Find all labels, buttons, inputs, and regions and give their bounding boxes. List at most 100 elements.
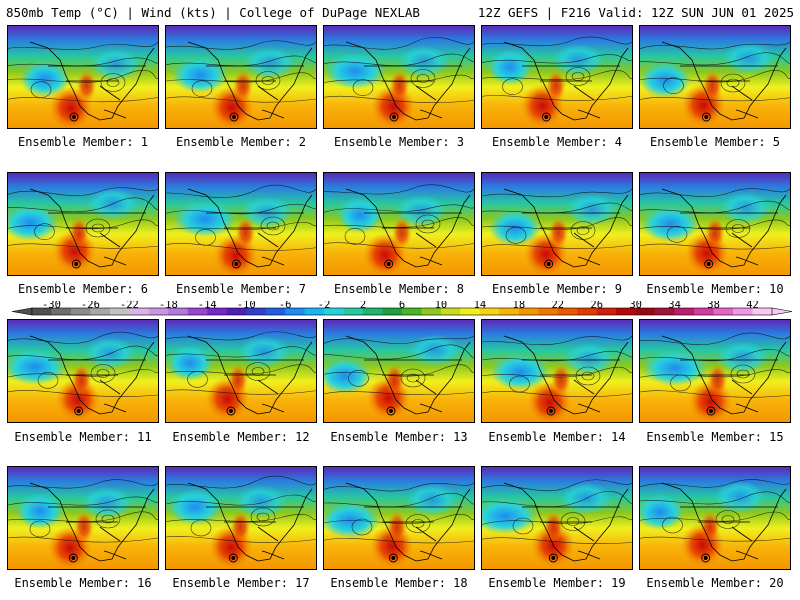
colorbar-swatch <box>187 308 208 315</box>
colorbar-swatch <box>129 308 150 315</box>
colorbar-swatch <box>518 308 539 315</box>
ensemble-member-label: Ensemble Member: 15 <box>646 430 784 444</box>
ensemble-member-label: Ensemble Member: 7 <box>175 282 307 296</box>
colorbar-swatch <box>265 308 286 315</box>
colorbar-swatch <box>479 308 500 315</box>
colorbar-low-arrow <box>11 307 33 316</box>
colorbar-tick-label: -14 <box>198 301 217 311</box>
temperature-wind-map <box>640 320 790 422</box>
colorbar-tick-label: -22 <box>120 301 139 311</box>
colorbar-swatch <box>207 308 228 315</box>
ensemble-map-panel <box>165 319 317 423</box>
ensemble-member-label: Ensemble Member: 20 <box>646 576 784 590</box>
colorbar-tick-label: 30 <box>629 301 642 311</box>
colorbar-tick-label: 38 <box>707 301 720 311</box>
ensemble-map-panel <box>481 25 633 129</box>
ensemble-map-panel <box>481 319 633 423</box>
ensemble-member-label: Ensemble Member: 3 <box>333 135 465 149</box>
colorbar-tick-label: -18 <box>159 301 178 311</box>
ensemble-map-panel <box>639 25 791 129</box>
ensemble-map-panel <box>7 172 159 276</box>
header-right-title: 12Z GEFS | F216 Valid: 12Z SUN JUN 01 20… <box>477 5 794 20</box>
colorbar-swatch <box>538 308 559 315</box>
ensemble-member-label: Ensemble Member: 17 <box>172 576 310 590</box>
colorbar-swatch <box>324 308 344 315</box>
colorbar-swatch <box>635 308 656 315</box>
temperature-wind-map <box>324 320 474 422</box>
temperature-wind-map <box>324 467 474 569</box>
ensemble-map-panel <box>165 466 317 570</box>
temperature-wind-map <box>166 467 316 569</box>
colorbar-high-arrow <box>771 307 793 316</box>
ensemble-map-panel <box>7 466 159 570</box>
colorbar-swatch <box>304 308 325 315</box>
temperature-colorbar: -30 -26 -22 -18 -14 -10 -6 -2 2 6 10 14 18 22 26 30 34 38… <box>11 301 793 316</box>
ensemble-map-panel <box>323 466 475 570</box>
ensemble-map-panel <box>639 319 791 423</box>
ensemble-member-label: Ensemble Member: 19 <box>488 576 626 590</box>
colorbar-swatch <box>168 308 189 315</box>
ensemble-map-panel <box>639 466 791 570</box>
colorbar-swatch <box>596 308 617 315</box>
colorbar-tick-label: -30 <box>42 301 61 311</box>
ensemble-map-panel <box>7 25 159 129</box>
temperature-wind-map <box>166 26 316 128</box>
colorbar-tick-label: -26 <box>81 301 100 311</box>
temperature-wind-map <box>166 320 316 422</box>
ensemble-member-label: Ensemble Member: 8 <box>333 282 465 296</box>
colorbar-tick-label: 6 <box>399 301 405 311</box>
ensemble-map-panel <box>323 319 475 423</box>
colorbar-tick-label: 2 <box>360 301 366 311</box>
ensemble-member-label: Ensemble Member: 6 <box>17 282 149 296</box>
colorbar-swatch <box>285 308 305 315</box>
ensemble-member-label: Ensemble Member: 9 <box>491 282 623 296</box>
colorbar-tick-label: -2 <box>318 301 331 311</box>
ensemble-member-label: Ensemble Member: 10 <box>646 282 784 296</box>
ensemble-member-label: Ensemble Member: 11 <box>14 430 152 444</box>
colorbar-swatch <box>616 308 636 315</box>
temperature-wind-map <box>482 467 632 569</box>
ensemble-member-label: Ensemble Member: 18 <box>330 576 468 590</box>
temperature-wind-map <box>8 173 158 275</box>
colorbar-swatch <box>557 308 578 315</box>
colorbar-tick-label: -10 <box>237 301 256 311</box>
ensemble-member-label: Ensemble Member: 14 <box>488 430 626 444</box>
colorbar-tick-label: 22 <box>551 301 564 311</box>
ensemble-map-panel <box>323 172 475 276</box>
ensemble-map-panel <box>165 25 317 129</box>
temperature-wind-map <box>482 320 632 422</box>
temperature-wind-map <box>482 173 632 275</box>
colorbar-swatch <box>577 308 598 315</box>
colorbar-tick-label: 42 <box>746 301 759 311</box>
colorbar-swatch <box>713 308 734 315</box>
ensemble-map-panel <box>481 172 633 276</box>
ensemble-member-label: Ensemble Member: 13 <box>330 430 468 444</box>
header-left-title: 850mb Temp (°C) | Wind (kts) | College o… <box>6 5 420 20</box>
colorbar-swatch <box>246 308 266 315</box>
colorbar-swatch <box>148 308 169 315</box>
temperature-wind-map <box>8 467 158 569</box>
colorbar-swatch <box>363 308 383 315</box>
ensemble-map-panel <box>639 172 791 276</box>
colorbar-swatch <box>655 308 675 315</box>
temperature-wind-map <box>166 173 316 275</box>
ensemble-member-label: Ensemble Member: 2 <box>175 135 307 149</box>
ensemble-map-panel <box>323 25 475 129</box>
colorbar-swatch <box>51 308 72 315</box>
colorbar-tick-label: 34 <box>668 301 681 311</box>
colorbar-swatch <box>90 308 111 315</box>
colorbar-swatch <box>733 308 753 315</box>
temperature-wind-map <box>324 26 474 128</box>
temperature-wind-map <box>640 173 790 275</box>
temperature-wind-map <box>482 26 632 128</box>
colorbar-swatch <box>694 308 714 315</box>
colorbar-swatch <box>109 308 130 315</box>
colorbar-tick-label: 10 <box>435 301 448 311</box>
colorbar-swatch <box>752 308 773 315</box>
temperature-wind-map <box>8 26 158 128</box>
colorbar-swatch <box>421 308 442 315</box>
colorbar-frame <box>31 307 773 316</box>
colorbar-swatch <box>440 308 461 315</box>
colorbar-swatch <box>70 308 91 315</box>
colorbar-swatch <box>343 308 364 315</box>
